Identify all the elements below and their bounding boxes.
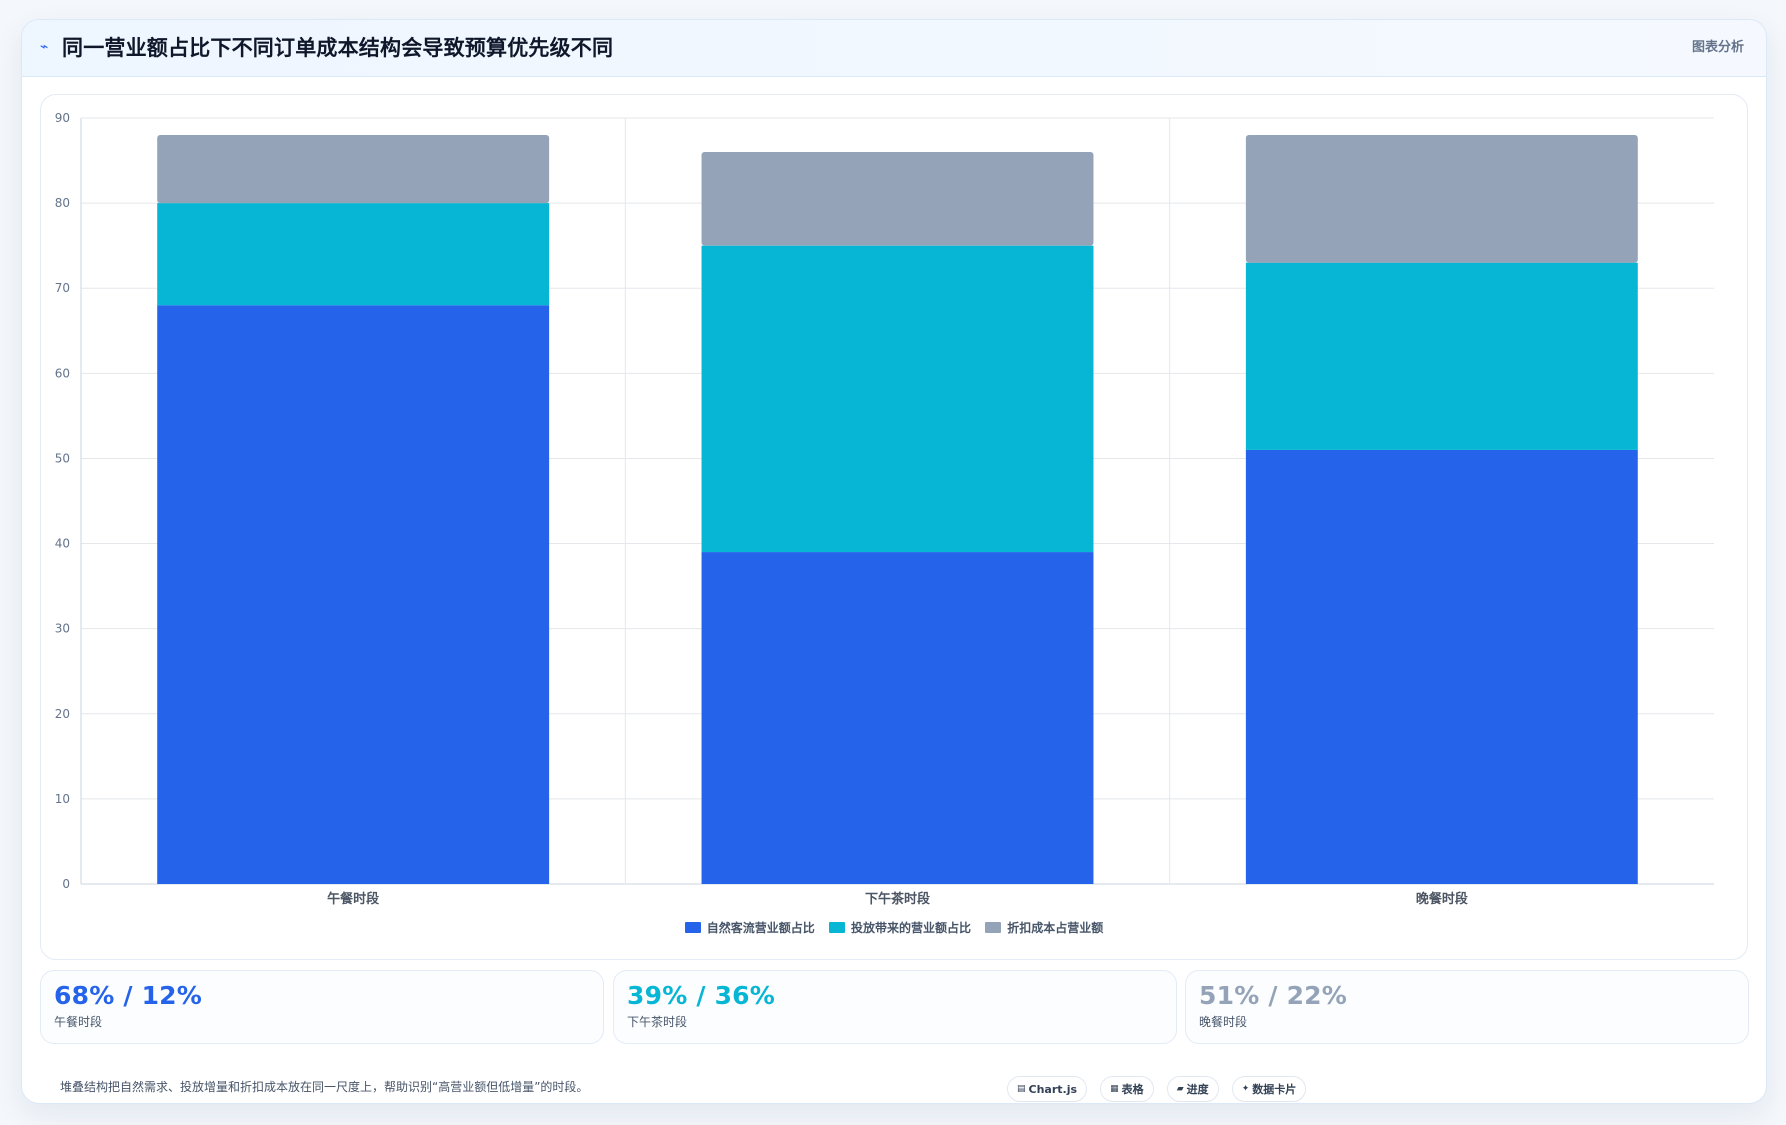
chart-legend: 自然客流营业额占比 投放带来的营业额占比 折扣成本占营业额 xyxy=(41,918,1747,936)
tag-list: ▤ Chart.js ▦ 表格 ▰ 进度 ✦ 数据卡片 xyxy=(1007,1076,1314,1103)
bar-segment-ads[interactable] xyxy=(1245,262,1638,450)
chart-icon: ▤ xyxy=(1017,1084,1026,1094)
bar-segment-ads[interactable] xyxy=(157,203,550,306)
legend-item-discount[interactable]: 折扣成本占营业额 xyxy=(985,918,1103,936)
y-tick-label: 40 xyxy=(55,537,70,551)
stats-row: 68% / 12% 午餐时段 39% / 36% 下午茶时段 51% / 22%… xyxy=(40,970,1749,1044)
y-tick-label: 50 xyxy=(55,451,70,465)
chart-card: ⌁ 同一营业额占比下不同订单成本结构会导致预算优先级不同 图表分析 0 10 20 3… xyxy=(21,19,1767,1104)
y-tick-label: 60 xyxy=(55,366,70,380)
y-tick-label: 80 xyxy=(55,196,70,210)
tag-table-label: 表格 xyxy=(1121,1083,1144,1096)
tag-progress[interactable]: ▰ 进度 xyxy=(1166,1076,1219,1102)
tag-table[interactable]: ▦ 表格 xyxy=(1100,1076,1154,1102)
stat-label-dinner: 晚餐时段 xyxy=(1199,1015,1248,1029)
table-icon: ▦ xyxy=(1110,1084,1119,1094)
footer-note: 堆叠结构把自然需求、投放增量和折扣成本放在同一尺度上，帮助识别“高营业额但低增量… xyxy=(60,1080,589,1094)
legend-label-natural: 自然客流营业额占比 xyxy=(706,920,815,935)
legend-label-discount: 折扣成本占营业额 xyxy=(1007,920,1104,935)
y-tick-label: 10 xyxy=(55,792,70,806)
card-header: ⌁ 同一营业额占比下不同订单成本结构会导致预算优先级不同 图表分析 xyxy=(22,20,1766,77)
stat-label-afternoon-tea: 下午茶时段 xyxy=(627,1015,688,1029)
stat-card-lunch: 68% / 12% 午餐时段 xyxy=(40,970,604,1044)
legend-item-natural[interactable]: 自然客流营业额占比 xyxy=(684,918,815,936)
legend-label-ads: 投放带来的营业额占比 xyxy=(850,920,971,935)
bar-segment-natural[interactable] xyxy=(1245,449,1638,884)
stat-card-dinner: 51% / 22% 晚餐时段 xyxy=(1185,970,1749,1044)
trend-line-icon: ⌁ xyxy=(40,39,49,55)
chart-analysis-label: 图表分析 xyxy=(1691,40,1744,55)
bar-segment-discount[interactable] xyxy=(701,152,1094,246)
tag-progress-label: 进度 xyxy=(1186,1083,1209,1096)
data-card-icon: ✦ xyxy=(1241,1084,1250,1094)
page-title: 同一营业额占比下不同订单成本结构会导致预算优先级不同 xyxy=(62,36,614,60)
y-tick-label: 90 xyxy=(55,111,70,125)
legend-swatch-discount xyxy=(985,921,1002,933)
bar-segment-discount[interactable] xyxy=(1245,135,1638,263)
stat-card-afternoon-tea: 39% / 36% 下午茶时段 xyxy=(613,970,1177,1044)
bar-segment-ads[interactable] xyxy=(701,245,1094,553)
y-tick-label: 70 xyxy=(55,281,70,295)
x-category-label: 晚餐时段 xyxy=(1416,891,1468,907)
chart-panel: 0 10 20 30 40 50 60 70 80 90 午餐时段 下午茶时段 晚餐时段 自然客流营业额… xyxy=(40,94,1748,960)
x-category-label: 下午茶时段 xyxy=(865,891,930,907)
y-tick-label: 20 xyxy=(55,707,70,721)
tag-chartjs-label: Chart.js xyxy=(1028,1082,1078,1096)
x-category-label: 午餐时段 xyxy=(327,891,379,907)
tag-data-card[interactable]: ✦ 数据卡片 xyxy=(1231,1076,1307,1102)
stacked-bar-chart: 0 10 20 30 40 50 60 70 80 90 午餐时段 下午茶时段 晚餐时段 xyxy=(55,111,1714,907)
legend-item-ads[interactable]: 投放带来的营业额占比 xyxy=(828,918,971,936)
stat-value-afternoon-tea: 39% / 36% xyxy=(627,981,776,1010)
bar-segment-natural[interactable] xyxy=(157,305,550,884)
tag-data-card-label: 数据卡片 xyxy=(1252,1083,1297,1096)
progress-icon: ▰ xyxy=(1176,1084,1184,1094)
y-tick-label: 30 xyxy=(55,622,70,636)
bar-segment-discount[interactable] xyxy=(157,135,550,204)
stat-value-dinner: 51% / 22% xyxy=(1199,981,1348,1010)
y-tick-label: 0 xyxy=(62,877,70,891)
stat-label-lunch: 午餐时段 xyxy=(54,1015,103,1029)
legend-swatch-natural xyxy=(684,921,701,933)
stat-value-lunch: 68% / 12% xyxy=(54,981,203,1010)
bar-segment-natural[interactable] xyxy=(701,552,1094,884)
tag-chartjs[interactable]: ▤ Chart.js xyxy=(1007,1076,1088,1102)
legend-swatch-ads xyxy=(828,921,845,933)
